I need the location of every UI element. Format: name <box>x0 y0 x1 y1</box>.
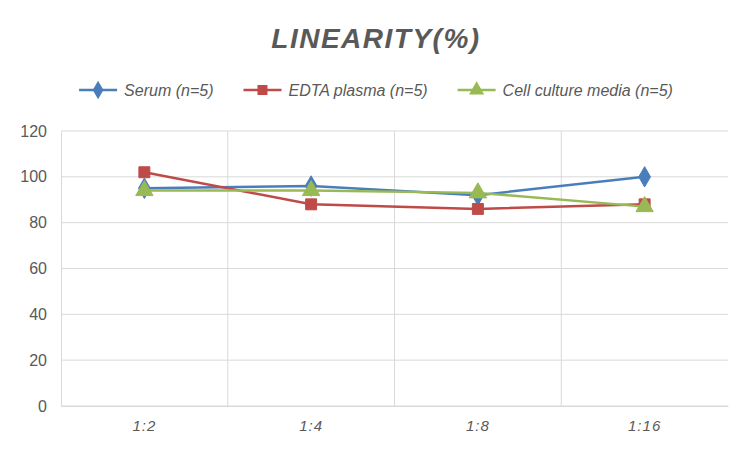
x-tick: 1:2 <box>132 406 156 434</box>
y-tick-label: 20 <box>29 352 47 369</box>
title: LINEARITY(%) <box>271 23 480 54</box>
category-divider <box>561 131 562 406</box>
series <box>139 167 650 215</box>
y-tick-label: 60 <box>29 260 47 277</box>
y-tick-label: 0 <box>38 398 47 415</box>
y-tick: 20 <box>29 352 61 369</box>
legend-swatch-marker <box>257 85 267 95</box>
y-axis: 0 20 40 60 80 100 120 <box>20 123 61 415</box>
y-tick: 100 <box>20 168 61 185</box>
legend-label: EDTA plasma (n=5) <box>288 82 427 99</box>
series-marker <box>136 181 153 196</box>
x-tick: 1:8 <box>466 406 490 434</box>
x-axis-line <box>62 406 729 407</box>
x-tick-label: 1:4 <box>299 417 323 434</box>
legend-label: Serum (n=5) <box>124 82 213 99</box>
y-tick-label: 120 <box>20 123 47 140</box>
x-tick-label: 1:16 <box>628 417 661 434</box>
x-tick: 1:16 <box>628 406 661 434</box>
series-marker <box>306 199 317 210</box>
legend: Serum (n=5) EDTA plasma (n=5) Cell culture… <box>79 81 673 100</box>
series-marker <box>639 167 651 187</box>
y-tick: 60 <box>29 260 61 277</box>
y-tick: 40 <box>29 306 61 323</box>
legend-swatch-marker <box>93 81 104 100</box>
category-divider <box>394 131 395 406</box>
x-axis: 1:2 1:4 1:8 1:16 <box>62 406 729 434</box>
category-dividers <box>228 131 562 406</box>
legend-swatch-marker <box>469 81 484 94</box>
category-divider <box>227 131 228 406</box>
y-tick: 120 <box>20 123 61 140</box>
plot: 0 20 40 60 80 100 120 1:2 1:4 1:8 1:16 <box>20 123 728 434</box>
series <box>136 181 654 212</box>
y-tick-label: 80 <box>29 214 47 231</box>
series-line <box>144 172 644 209</box>
y-axis-line <box>61 132 62 407</box>
legend-label: Cell culture media (n=5) <box>503 82 673 99</box>
series-marker <box>472 203 483 214</box>
y-tick: 0 <box>38 398 61 415</box>
series-line <box>144 191 644 207</box>
legend-item: Cell culture media (n=5) <box>458 81 673 98</box>
y-tick-label: 40 <box>29 306 47 323</box>
series-marker <box>636 197 653 212</box>
x-tick: 1:4 <box>299 406 323 434</box>
series-marker <box>302 181 319 196</box>
series-layer <box>136 167 654 215</box>
y-tick: 80 <box>29 214 61 231</box>
x-tick-label: 1:2 <box>132 417 156 434</box>
y-tick-label: 100 <box>20 168 47 185</box>
legend-item: EDTA plasma (n=5) <box>243 82 427 99</box>
series-marker <box>469 183 486 198</box>
legend-item: Serum (n=5) <box>79 81 213 100</box>
x-tick-label: 1:8 <box>466 417 490 434</box>
chart: LINEARITY(%) 0 20 40 60 80 100 120 1:2 1:4 1:8 1:16… <box>0 0 752 452</box>
grid <box>61 131 728 406</box>
series-marker <box>139 167 150 178</box>
